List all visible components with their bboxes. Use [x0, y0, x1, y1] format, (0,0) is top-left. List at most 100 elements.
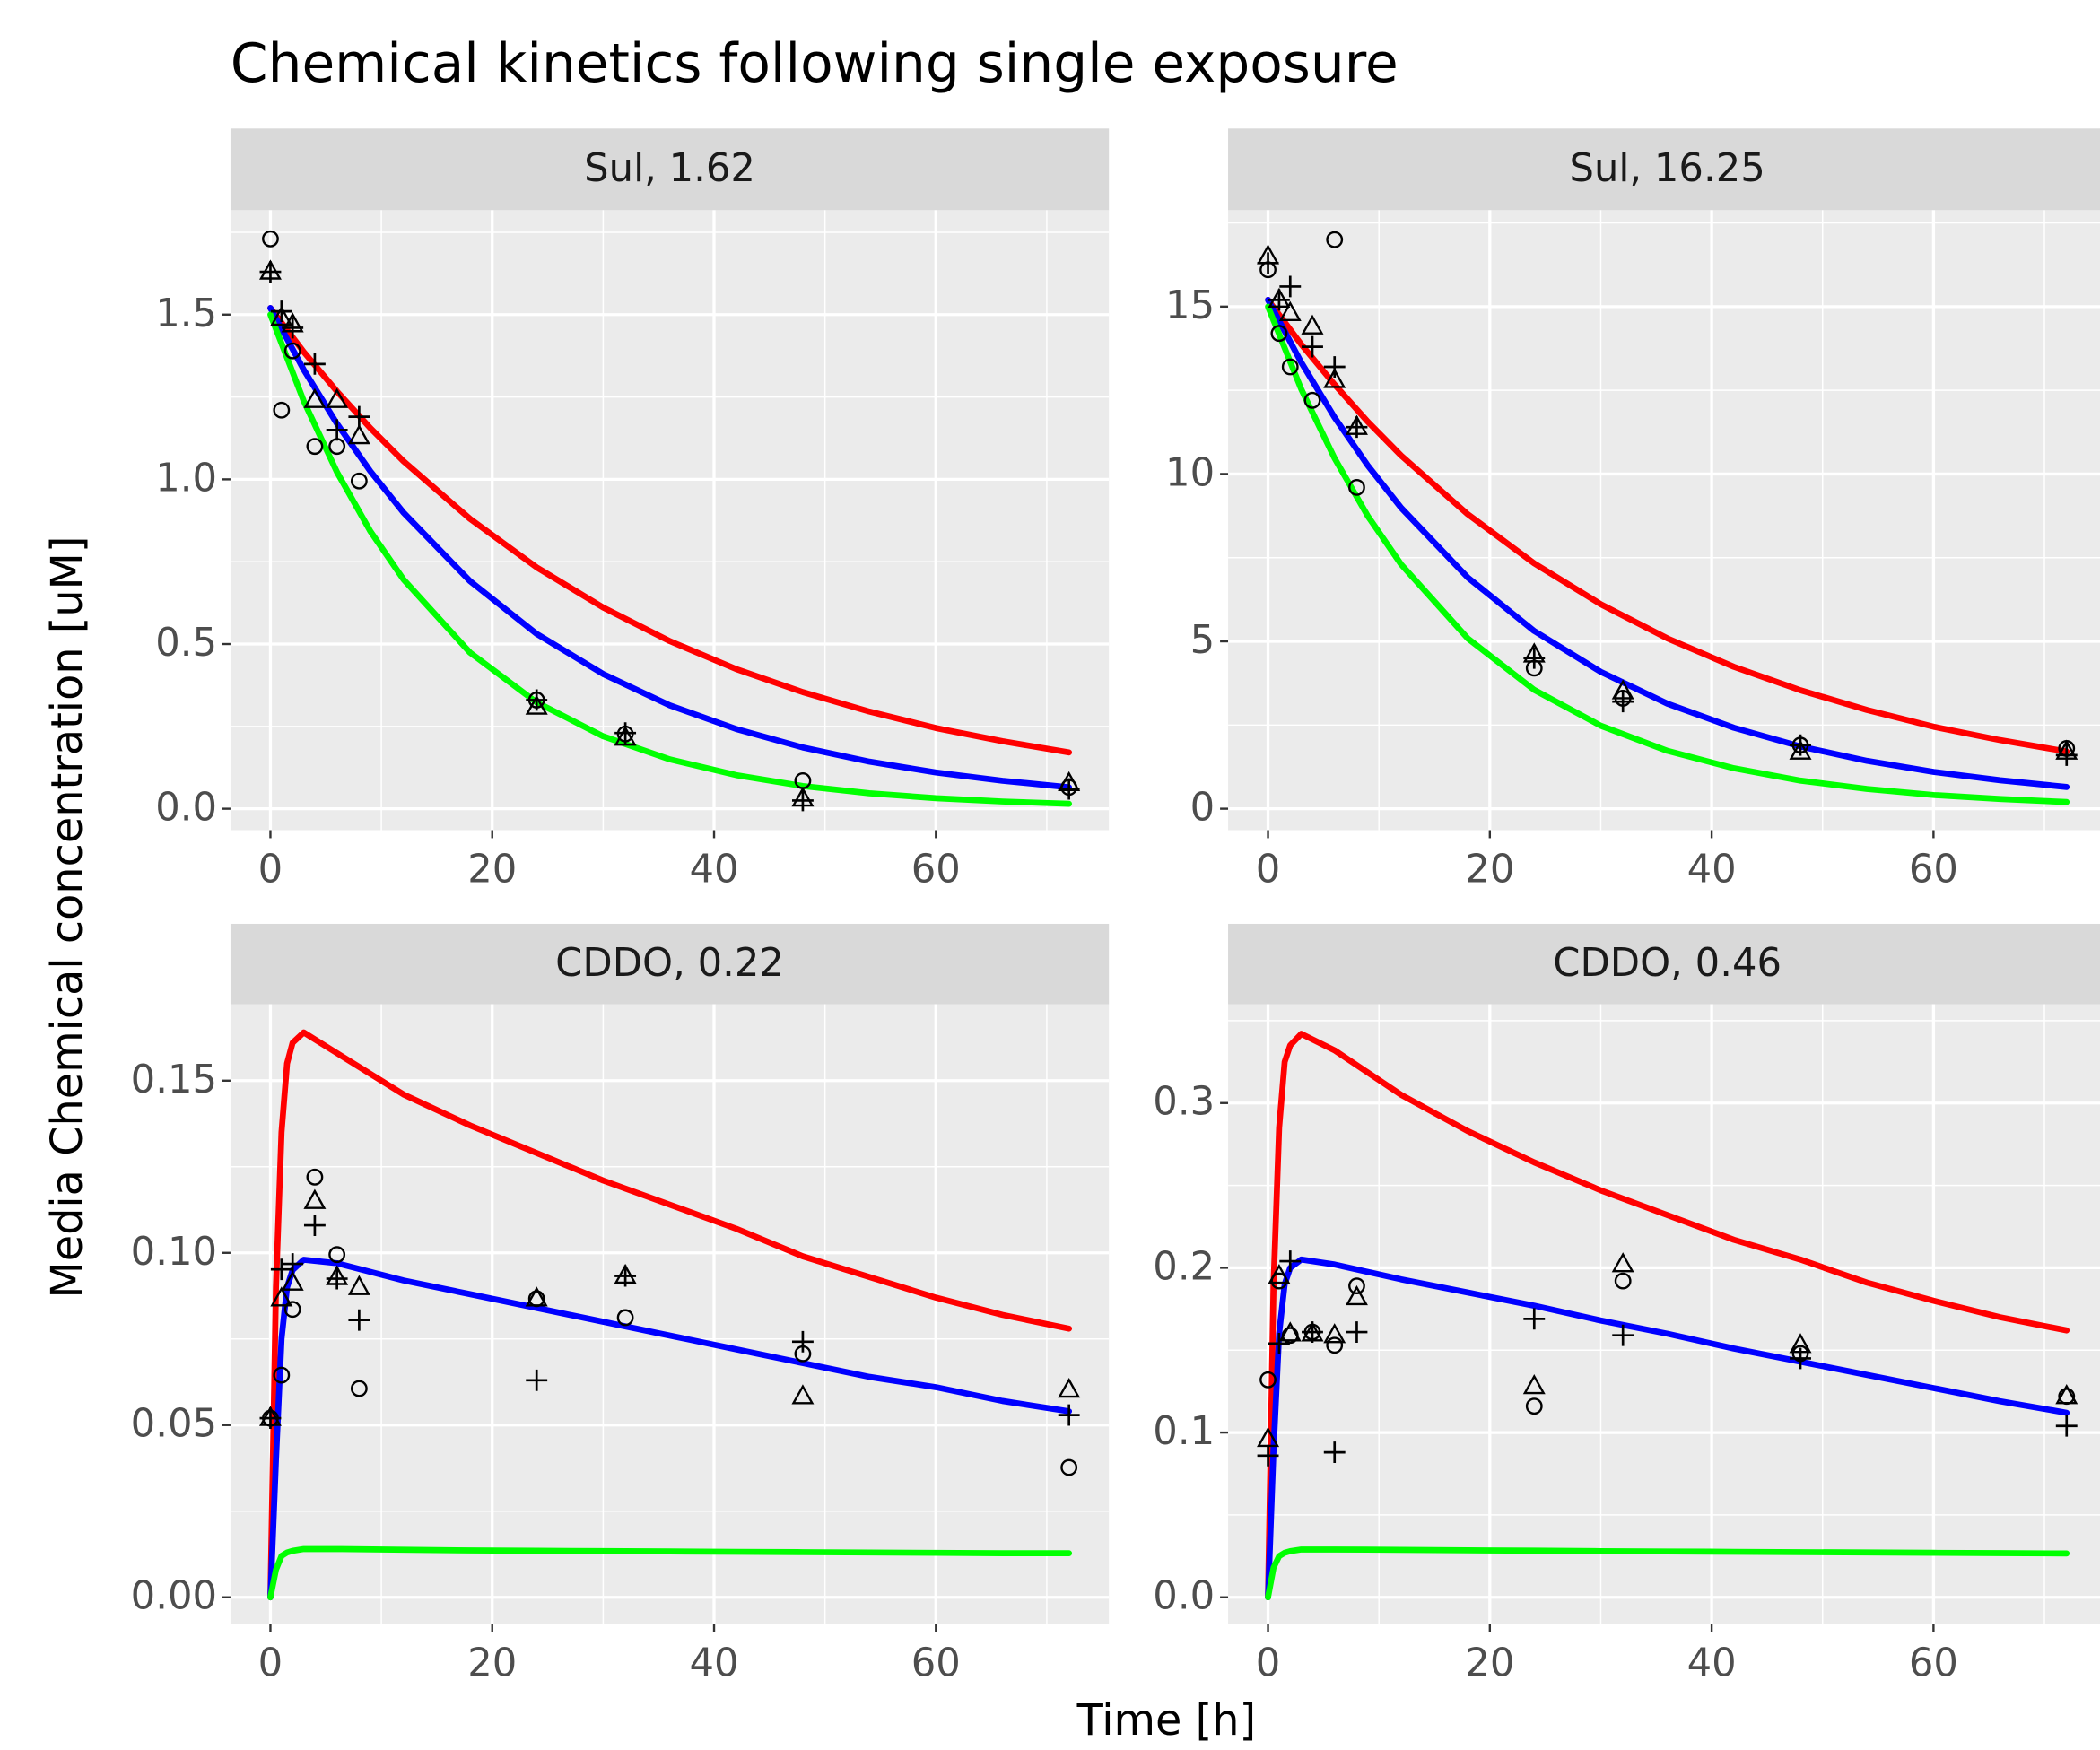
strip-background — [1228, 128, 2100, 211]
panel-background — [230, 1004, 1110, 1624]
point-plus — [526, 1369, 548, 1391]
point-circle — [306, 438, 324, 456]
model-line — [267, 305, 1073, 756]
y-tick-label: 5 — [1190, 618, 1216, 663]
point-plus — [1279, 1250, 1302, 1273]
point-circle — [273, 1366, 291, 1384]
point-circle — [328, 1246, 346, 1264]
y-tick-label: 0.1 — [1153, 1409, 1215, 1454]
point-circle — [306, 1168, 324, 1186]
point-triangle — [791, 1384, 815, 1405]
point-plus — [1257, 1444, 1279, 1467]
point-triangle — [525, 694, 548, 715]
point-plus — [2055, 744, 2078, 766]
x-tick-label: 20 — [1465, 847, 1514, 892]
x-tick-label: 20 — [467, 847, 517, 892]
model-line — [267, 305, 1073, 791]
point-plus — [270, 1258, 292, 1281]
x-tick-label: 60 — [911, 1641, 961, 1685]
point-circle — [1060, 1458, 1078, 1476]
point-plus — [1058, 778, 1080, 800]
point-triangle — [270, 1286, 293, 1307]
point-plus — [1323, 1441, 1346, 1464]
point-circle — [1270, 325, 1288, 343]
point-triangle — [1611, 1252, 1634, 1273]
model-line — [267, 1545, 1073, 1601]
point-triangle — [1278, 1321, 1302, 1342]
point-triangle — [1058, 1377, 1081, 1398]
x-tick-label: 0 — [1256, 847, 1281, 892]
strip-background — [1228, 923, 2100, 1005]
y-tick-label: 0.5 — [155, 621, 217, 666]
point-plus — [303, 1215, 326, 1236]
point-plus — [326, 1267, 348, 1290]
point-plus — [259, 1407, 282, 1430]
y-tick-label: 0.0 — [1153, 1574, 1215, 1619]
point-plus — [326, 419, 348, 441]
x-tick-label: 40 — [1687, 847, 1737, 892]
point-circle — [1614, 1272, 1632, 1290]
point-circle — [1303, 391, 1321, 409]
point-triangle — [326, 387, 349, 408]
y-tick-label: 0.3 — [1153, 1080, 1215, 1125]
x-tick-label: 0 — [258, 1641, 283, 1685]
point-circle — [1326, 231, 1344, 248]
model-line — [1265, 1546, 2070, 1601]
point-plus — [614, 722, 637, 744]
y-tick-label: 0.2 — [1153, 1244, 1215, 1289]
point-circle — [262, 230, 279, 248]
point-circle — [1281, 358, 1299, 376]
panel-background — [1228, 210, 2100, 831]
point-triangle — [347, 1275, 370, 1295]
x-tick-label: 20 — [467, 1641, 517, 1685]
point-triangle — [303, 387, 327, 408]
y-tick-label: 10 — [1165, 450, 1215, 495]
y-tick-label: 0 — [1190, 786, 1216, 831]
strip-label: CDDO, 0.46 — [1553, 941, 1782, 986]
strip-background — [230, 128, 1110, 211]
strip-label: Sul, 1.62 — [584, 146, 755, 191]
point-plus — [1058, 1404, 1080, 1426]
point-plus — [270, 300, 292, 323]
x-tick-label: 40 — [689, 847, 738, 892]
point-circle — [350, 472, 368, 490]
point-plus — [282, 1253, 304, 1275]
y-tick-label: 0.00 — [131, 1574, 217, 1619]
point-plus — [791, 789, 814, 812]
point-circle — [350, 1380, 368, 1397]
model-line — [1265, 1256, 2070, 1601]
point-circle — [1259, 1371, 1277, 1389]
point-circle — [283, 342, 301, 360]
x-tick-label: 60 — [1909, 1641, 1958, 1685]
point-triangle — [1323, 368, 1346, 388]
point-circle — [616, 1309, 634, 1327]
x-axis-label: Time [h] — [1076, 1696, 1257, 1746]
point-triangle — [270, 305, 293, 326]
model-line — [1265, 297, 2070, 755]
point-plus — [282, 317, 304, 339]
point-plus — [1302, 1321, 1323, 1343]
point-triangle — [1323, 1323, 1346, 1344]
x-tick-label: 60 — [911, 847, 961, 892]
point-plus — [1346, 1321, 1368, 1343]
y-tick-label: 0.10 — [131, 1230, 217, 1275]
point-triangle — [614, 726, 637, 746]
point-plus — [303, 353, 326, 375]
point-triangle — [1789, 739, 1812, 760]
y-tick-label: 1.5 — [155, 292, 217, 336]
panel-background — [1228, 1004, 2100, 1624]
point-plus — [614, 1265, 637, 1287]
point-circle — [1326, 1336, 1344, 1354]
model-line — [267, 311, 1073, 807]
strip-label: Sul, 16.25 — [1570, 146, 1765, 191]
point-triangle — [1345, 1284, 1368, 1306]
model-line — [1265, 297, 2070, 790]
point-plus — [1268, 289, 1290, 311]
point-plus — [1257, 252, 1279, 274]
model-line — [1265, 303, 2070, 805]
point-triangle — [1522, 1374, 1546, 1395]
point-circle — [273, 401, 291, 419]
point-plus — [1346, 416, 1368, 439]
